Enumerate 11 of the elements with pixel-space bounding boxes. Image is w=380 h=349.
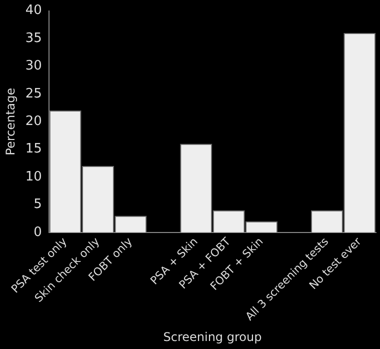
y-tick-label: 25 [25,86,42,102]
y-tick-label: 30 [25,58,42,74]
y-tick-label: 40 [25,3,42,18]
y-tick-label: 10 [25,169,42,184]
x-axis-title: Screening group [163,330,262,344]
y-tick-label: 5 [34,197,42,212]
y-tick-label: 0 [34,224,42,240]
y-axis-title: Percentage [3,88,18,156]
y-tick-label: 20 [25,114,42,129]
y-tick-label: 15 [25,142,42,157]
y-tick-label: 35 [25,30,42,46]
